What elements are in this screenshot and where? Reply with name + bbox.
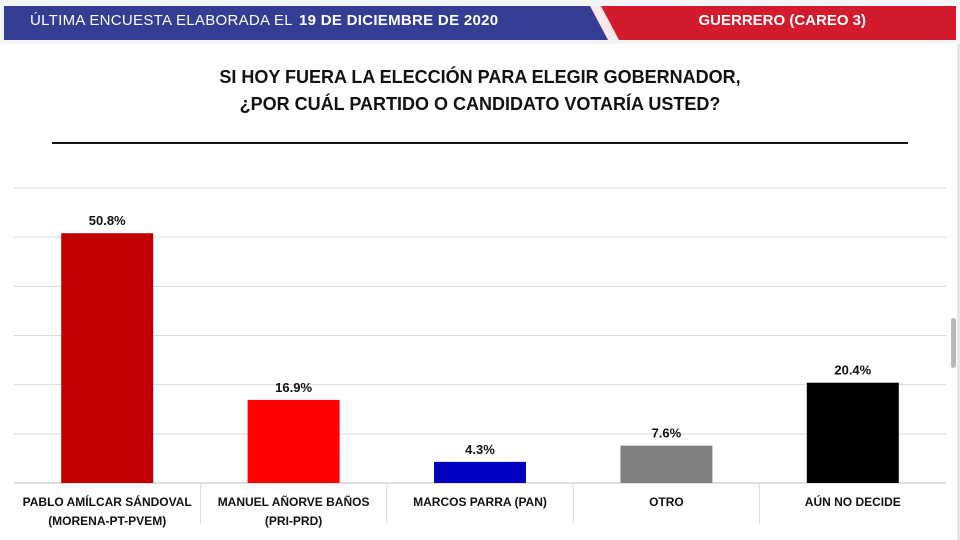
chart-title: SI HOY FUERA LA ELECCIÓN PARA ELEGIR GOB…	[0, 64, 960, 118]
survey-date-prefix: ÚLTIMA ENCUESTA ELABORADA EL	[30, 12, 293, 29]
bar	[620, 445, 713, 483]
header-band: ÚLTIMA ENCUESTA ELABORADA EL 19 DE DICIEM…	[0, 0, 960, 44]
category-label: (MORENA-PT-PVEM)	[48, 514, 166, 528]
data-label: 20.4%	[834, 363, 871, 378]
region-label: GUERRERO (CAREO 3)	[698, 12, 866, 29]
header-background	[0, 0, 960, 44]
category-label: MARCOS PARRA (PAN)	[413, 495, 547, 509]
category-label: OTRO	[649, 495, 684, 509]
category-label: AÚN NO DECIDE	[805, 494, 901, 509]
data-label: 50.8%	[89, 213, 126, 228]
bar	[806, 382, 899, 483]
survey-date: 19 DE DICIEMBRE DE 2020	[298, 12, 499, 29]
survey-date-label: ÚLTIMA ENCUESTA ELABORADA EL 19 DE DICIEM…	[30, 12, 498, 29]
bar	[247, 399, 340, 483]
category-label: (PRI-PRD)	[265, 514, 322, 528]
header-divider	[590, 6, 619, 40]
data-label: 16.9%	[275, 380, 312, 395]
category-label: PABLO AMÍLCAR SÁNDOVAL	[23, 494, 192, 509]
chart-title-line-1: SI HOY FUERA LA ELECCIÓN PARA ELEGIR GOB…	[219, 67, 741, 87]
data-label: 7.6%	[652, 426, 682, 441]
title-divider	[52, 142, 908, 144]
bar	[61, 233, 154, 483]
page-edge	[957, 44, 960, 540]
scrollbar-thumb[interactable]	[951, 318, 956, 368]
header-red-band	[590, 6, 956, 40]
chart-title-line-2: ¿POR CUÁL PARTIDO O CANDIDATO VOTARÍA US…	[239, 94, 721, 114]
category-label: MANUEL AÑORVE BAÑOS	[218, 494, 370, 509]
bar	[434, 461, 526, 483]
data-label: 4.3%	[465, 442, 495, 457]
header-blue-band	[4, 6, 626, 40]
